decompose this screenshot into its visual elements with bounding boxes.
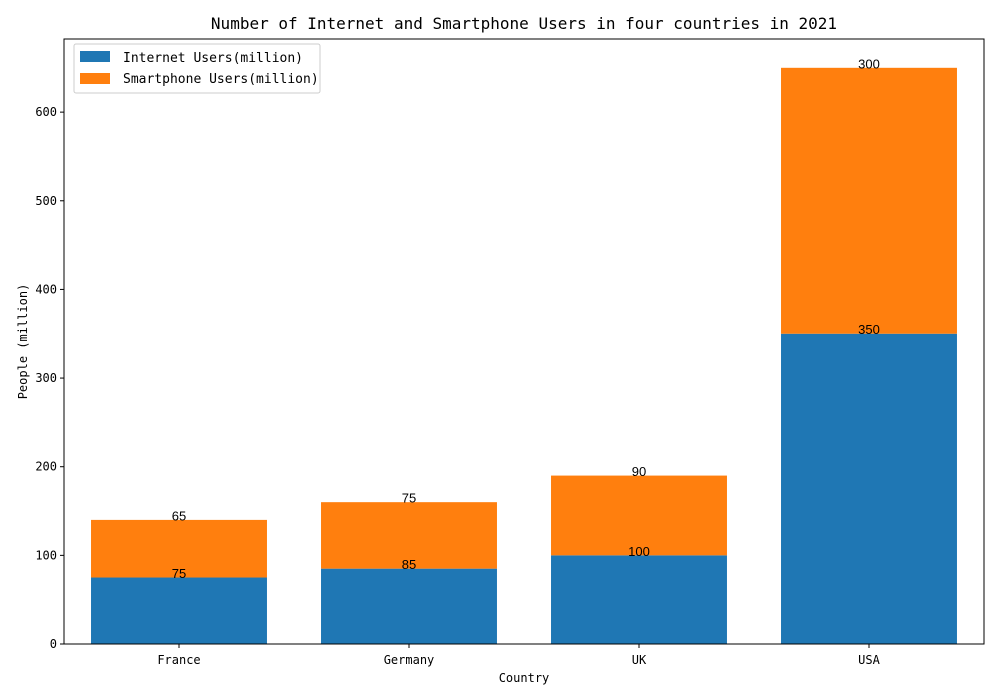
bar-smartphone-users-million-uk — [551, 475, 727, 556]
y-tick-label-400: 400 — [35, 282, 57, 296]
bar-smartphone-users-million-usa — [781, 67, 957, 334]
legend: Internet Users(million) Smartphone Users… — [73, 43, 321, 94]
legend-box — [73, 43, 321, 94]
y-tick-label-600: 600 — [35, 105, 57, 119]
bar-smartphone-users-million-germany — [321, 502, 497, 569]
bar-smartphone-users-million-france — [91, 519, 267, 578]
bar-internet-users-million-france — [91, 577, 267, 644]
y-tick-label-300: 300 — [35, 371, 57, 385]
y-tick-label-200: 200 — [35, 460, 57, 474]
x-tick-label-uk: UK — [632, 653, 647, 667]
data-label-smartphone-users-million-uk: 90 — [632, 464, 646, 479]
y-axis-label: People (million) — [16, 284, 30, 400]
data-label-internet-users-million-usa: 350 — [858, 322, 880, 337]
data-label-internet-users-million-germany: 85 — [402, 557, 416, 572]
y-axis: 0 100 200 300 400 500 600 — [35, 105, 64, 651]
bar-internet-users-million-uk — [551, 555, 727, 644]
data-label-internet-users-million-uk: 100 — [628, 544, 650, 559]
x-tick-label-france: France — [157, 653, 200, 667]
legend-label-smartphone-users: Smartphone Users(million) — [123, 72, 319, 87]
y-tick-label-500: 500 — [35, 194, 57, 208]
legend-swatch-smartphone-users — [80, 73, 110, 84]
data-label-smartphone-users-million-usa: 300 — [858, 56, 880, 71]
x-tick-label-germany: Germany — [384, 653, 435, 667]
x-tick-label-usa: USA — [858, 653, 880, 667]
plot-area: 75 65 85 75 100 90 350 300 — [91, 56, 957, 644]
bar-internet-users-million-germany — [321, 568, 497, 644]
legend-swatch-internet-users — [80, 51, 110, 62]
y-tick-label-100: 100 — [35, 548, 57, 562]
x-axis: France Germany UK USA — [157, 644, 881, 667]
bar-internet-users-million-usa — [781, 333, 957, 644]
data-label-smartphone-users-million-germany: 75 — [402, 491, 416, 506]
data-label-internet-users-million-france: 75 — [172, 566, 186, 581]
data-label-smartphone-users-million-france: 65 — [172, 508, 186, 523]
chart-title: Number of Internet and Smartphone Users … — [211, 14, 837, 33]
y-tick-label-0: 0 — [50, 637, 57, 651]
x-axis-label: Country — [499, 671, 550, 685]
legend-label-internet-users: Internet Users(million) — [123, 51, 303, 66]
axes-frame — [63, 38, 985, 645]
